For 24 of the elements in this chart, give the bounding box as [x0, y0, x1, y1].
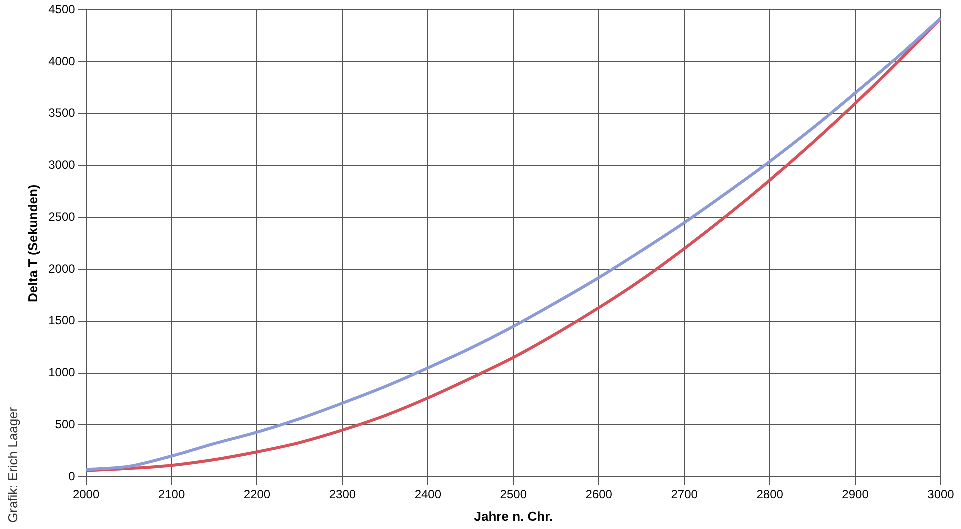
x-tick-label: 3000 — [928, 488, 955, 502]
y-tick-label: 4500 — [48, 2, 76, 17]
y-tick-label: 1000 — [48, 366, 76, 380]
y-tick-label: 1500 — [48, 314, 76, 328]
y-tick-label: 500 — [55, 417, 76, 432]
x-tick-label: 2000 — [72, 488, 100, 502]
y-axis-title: Delta T (Sekunden) — [25, 184, 40, 302]
x-tick-label: 2100 — [158, 488, 186, 502]
x-tick-label: 2500 — [500, 488, 528, 502]
x-tick-label: 2200 — [244, 488, 271, 502]
x-tick-label: 2700 — [671, 488, 698, 502]
text: Grafik: Erich Laager — [6, 406, 21, 523]
x-tick-label: 2400 — [414, 488, 442, 502]
y-tick-label: 2000 — [48, 262, 76, 276]
x-axis-title: Jahre n. Chr. — [474, 508, 554, 524]
y-tick-label: 3500 — [48, 106, 76, 120]
y-tick-label: 4000 — [48, 54, 76, 68]
x-tick-label: 2900 — [842, 488, 870, 502]
x-tick-label: 2800 — [756, 488, 784, 502]
x-tick-label: 2300 — [329, 488, 356, 502]
y-tick-label: 0 — [68, 469, 76, 484]
x-tick-label: 2600 — [586, 488, 613, 502]
y-tick-label: 2500 — [48, 210, 76, 224]
y-tick-label: 3000 — [48, 158, 76, 172]
